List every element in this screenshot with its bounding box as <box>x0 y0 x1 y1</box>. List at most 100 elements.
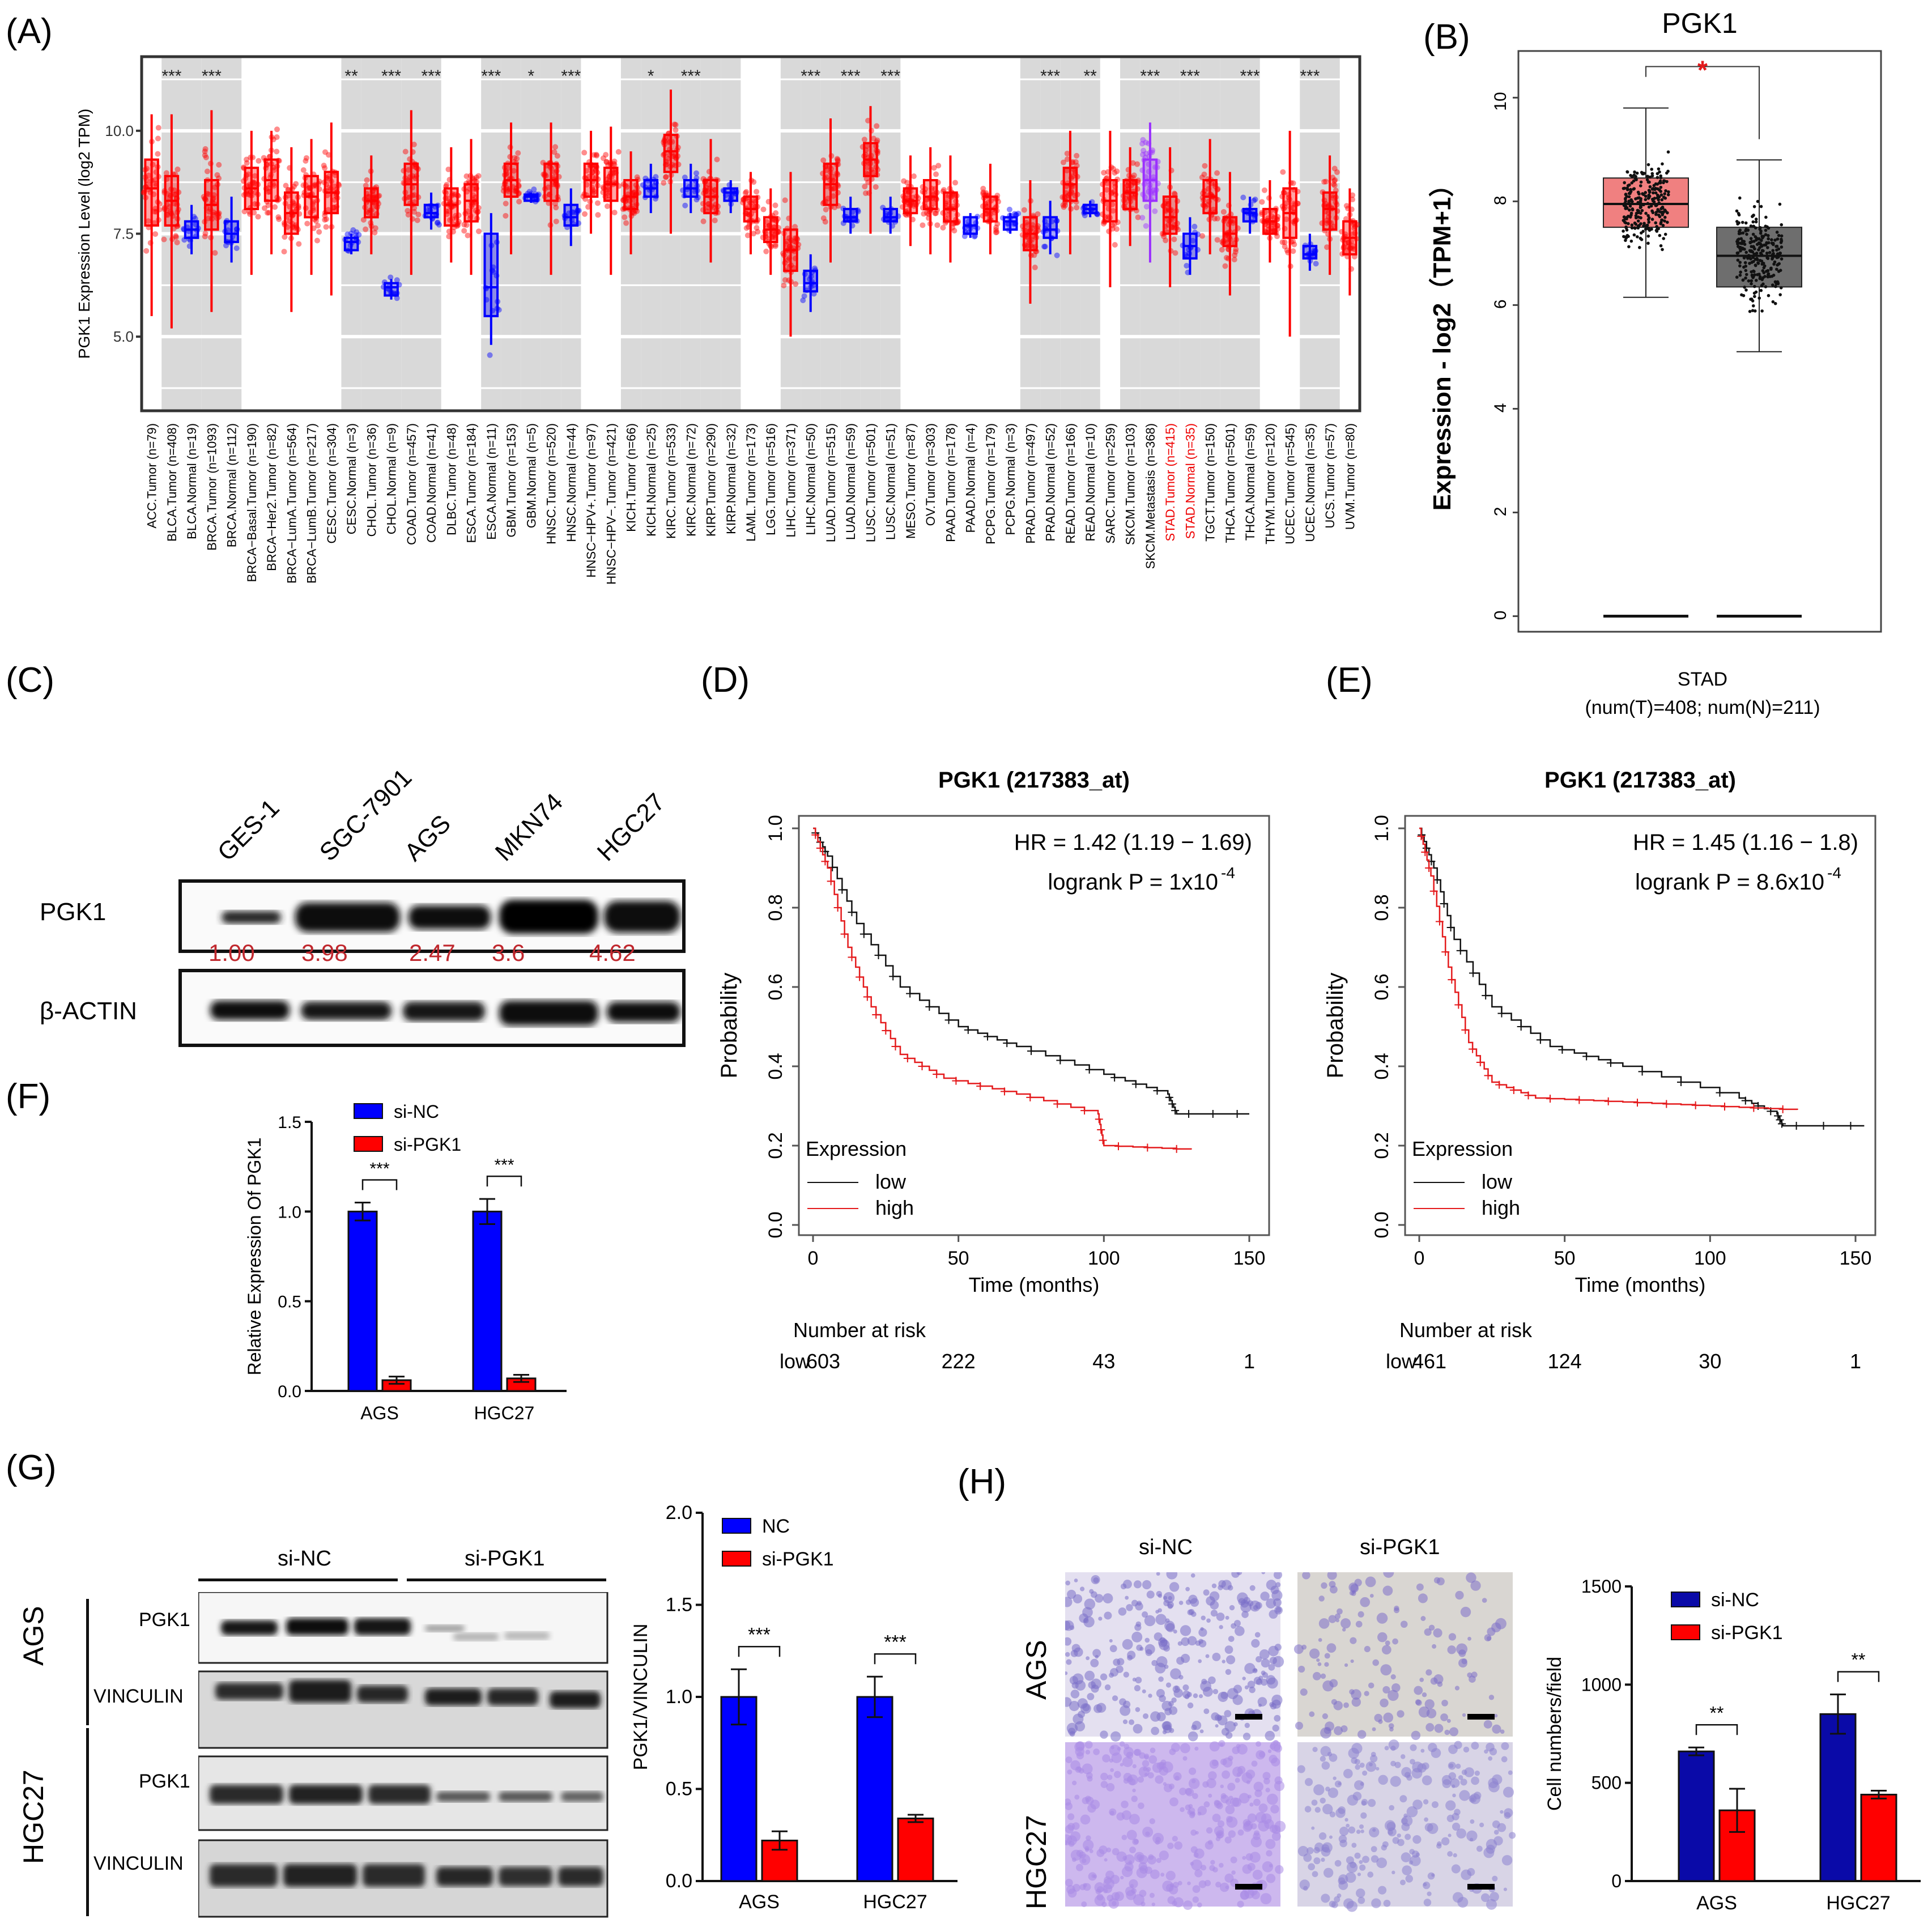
censor-mark <box>1558 1045 1567 1054</box>
cell <box>1253 1668 1257 1672</box>
data-point <box>1656 193 1659 197</box>
data-point <box>244 160 250 166</box>
box <box>1322 191 1338 231</box>
category-label: ACC.Tumor (n=79) <box>145 423 159 529</box>
cell <box>1249 1585 1256 1591</box>
cell <box>1244 1722 1250 1728</box>
cell <box>1425 1723 1435 1732</box>
data-point <box>1006 206 1012 212</box>
cell <box>1509 1832 1516 1839</box>
cell <box>1104 1611 1112 1620</box>
data-point <box>206 215 212 222</box>
data-point <box>1762 266 1766 270</box>
cell <box>1203 1708 1210 1714</box>
box <box>1122 179 1138 210</box>
cell <box>1219 1862 1224 1868</box>
data-point <box>1767 237 1770 241</box>
cell <box>1091 1874 1095 1878</box>
group-label: HGC27 <box>474 1403 535 1423</box>
data-point <box>1738 261 1742 264</box>
cell <box>1215 1836 1221 1841</box>
cell <box>1455 1590 1464 1600</box>
data-point <box>1343 248 1350 254</box>
category-label: MESO.Tumor (n=87) <box>904 423 918 539</box>
cell <box>1198 1659 1202 1663</box>
cell <box>1109 1645 1117 1653</box>
cell <box>1080 1586 1085 1592</box>
data-point <box>1772 252 1775 256</box>
data-point <box>1659 185 1663 189</box>
data-point <box>314 237 320 244</box>
data-point <box>1630 181 1634 185</box>
cell <box>1090 1658 1099 1667</box>
cell <box>1356 1888 1365 1898</box>
cell <box>1082 1763 1093 1775</box>
cell <box>1135 1621 1142 1627</box>
data-point <box>984 211 990 217</box>
cell <box>1074 1742 1084 1752</box>
data-point <box>1774 282 1778 286</box>
data-point <box>1199 175 1205 181</box>
cell <box>1239 1793 1250 1804</box>
data-point <box>1660 218 1664 222</box>
cell <box>1237 1900 1244 1908</box>
data-point <box>682 202 688 209</box>
cell <box>1192 1885 1201 1893</box>
cell <box>1343 1898 1354 1909</box>
data-point <box>1074 205 1080 211</box>
cell <box>1314 1842 1324 1852</box>
data-point <box>1627 214 1630 218</box>
data-point <box>920 222 926 228</box>
cell <box>1265 1788 1270 1793</box>
cell <box>1412 1761 1423 1773</box>
cell <box>1495 1618 1507 1629</box>
data-point <box>1112 242 1118 248</box>
panel-label-a: (A) <box>6 12 53 51</box>
data-point <box>472 178 478 184</box>
cell <box>1155 1840 1160 1845</box>
censor-mark <box>933 1070 941 1078</box>
ytick-label: 0.6 <box>765 973 786 1000</box>
data-point <box>605 186 611 192</box>
data-point <box>1655 225 1658 228</box>
censor-mark <box>1509 1086 1518 1094</box>
cell <box>1397 1833 1401 1838</box>
data-point <box>1663 219 1666 223</box>
data-point <box>581 150 588 156</box>
cell <box>1432 1644 1437 1649</box>
data-point <box>173 234 179 240</box>
data-point <box>1074 152 1080 159</box>
cell <box>1275 1582 1281 1588</box>
category-label: READ.Tumor (n=166) <box>1063 423 1078 544</box>
data-point <box>1663 192 1666 195</box>
data-point <box>911 201 917 207</box>
cell <box>1383 1712 1394 1723</box>
data-point <box>1752 205 1756 209</box>
cell <box>1179 1788 1187 1795</box>
data-point <box>743 225 750 231</box>
data-point <box>1032 265 1038 271</box>
cell <box>1274 1644 1282 1651</box>
cell <box>1382 1585 1393 1596</box>
data-point <box>1744 269 1748 273</box>
data-point <box>1662 179 1666 182</box>
data-point <box>436 222 442 228</box>
cell <box>1295 1721 1304 1730</box>
cell <box>1261 1678 1268 1686</box>
data-point <box>1657 167 1661 171</box>
censor-mark <box>1185 1110 1193 1118</box>
panel-label-b: (B) <box>1423 18 1470 57</box>
cell <box>1141 1901 1146 1907</box>
censor-mark <box>1053 1100 1062 1108</box>
data-point <box>291 184 297 190</box>
data-point <box>323 216 329 222</box>
censor-mark <box>827 877 835 886</box>
data-point <box>1656 187 1659 191</box>
data-point <box>1330 195 1336 201</box>
data-point <box>372 225 378 231</box>
cell <box>1122 1719 1128 1725</box>
cell <box>1327 1788 1338 1798</box>
data-point <box>835 158 841 164</box>
data-point <box>1759 205 1763 209</box>
data-point <box>516 198 522 205</box>
